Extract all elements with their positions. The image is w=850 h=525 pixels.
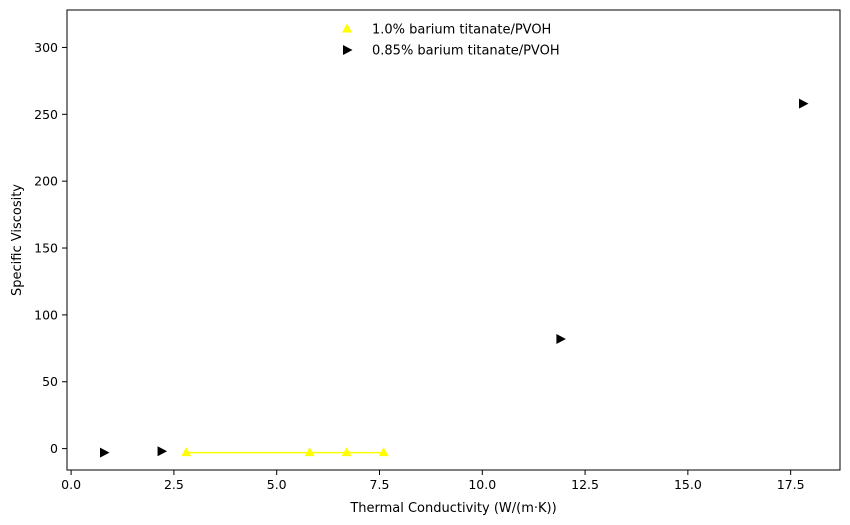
data-point bbox=[798, 98, 809, 109]
x-tick-label: 0.0 bbox=[61, 477, 81, 492]
x-tick-label: 2.5 bbox=[164, 477, 184, 492]
series-layer bbox=[100, 98, 809, 458]
data-point bbox=[341, 447, 352, 457]
y-tick-label: 250 bbox=[34, 107, 58, 122]
x-axis-ticks: 0.0 2.5 5.0 7.5 10.0 12.5 15.0 17.5 bbox=[61, 470, 805, 492]
legend: 1.0% barium titanate/PVOH 0.85% barium ti… bbox=[342, 23, 560, 59]
legend-label: 0.85% barium titanate/PVOH bbox=[372, 44, 560, 59]
data-point bbox=[100, 447, 110, 458]
plot-background bbox=[67, 10, 840, 470]
data-point bbox=[157, 446, 168, 457]
y-tick-label: 100 bbox=[34, 307, 58, 322]
y-axis-label: Specific Viscosity bbox=[10, 184, 25, 296]
x-axis-label: Thermal Conductivity (W/(m·K)) bbox=[349, 501, 556, 516]
x-tick-label: 17.5 bbox=[777, 477, 805, 492]
x-tick-label: 10.0 bbox=[468, 477, 496, 492]
y-tick-label: 50 bbox=[42, 374, 58, 389]
data-point bbox=[304, 447, 315, 457]
series-1 bbox=[181, 447, 389, 457]
y-tick-label: 150 bbox=[34, 241, 58, 256]
legend-marker bbox=[342, 23, 352, 33]
y-tick-label: 0 bbox=[50, 441, 58, 456]
y-tick-label: 200 bbox=[34, 174, 58, 189]
x-tick-label: 12.5 bbox=[571, 477, 599, 492]
x-tick-label: 15.0 bbox=[674, 477, 702, 492]
y-axis-ticks: 0 50 100 150 200 250 300 bbox=[34, 40, 67, 456]
series-2 bbox=[100, 98, 809, 458]
y-tick-label: 300 bbox=[34, 40, 58, 55]
plot-frame bbox=[66, 9, 841, 471]
x-tick-label: 7.5 bbox=[370, 477, 390, 492]
legend-label: 1.0% barium titanate/PVOH bbox=[372, 23, 551, 38]
legend-marker bbox=[343, 45, 353, 55]
data-point bbox=[556, 333, 566, 344]
x-tick-label: 5.0 bbox=[267, 477, 287, 492]
data-point bbox=[181, 447, 192, 457]
data-point bbox=[378, 447, 389, 457]
